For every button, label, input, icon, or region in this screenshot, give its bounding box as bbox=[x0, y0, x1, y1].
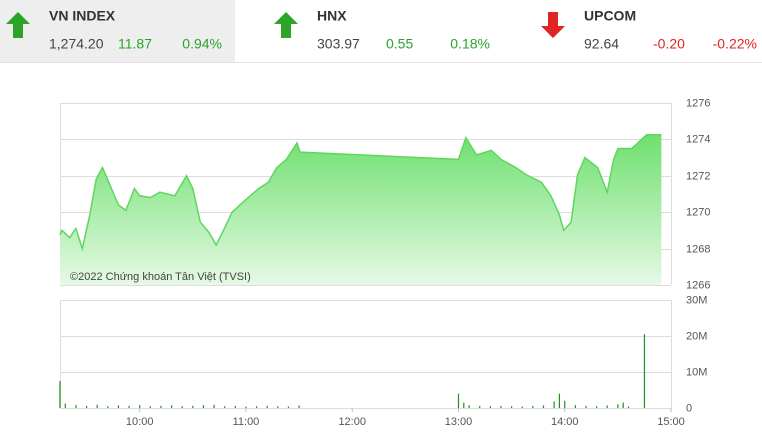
y-tick-label: 1268 bbox=[686, 243, 710, 255]
header-active-bg bbox=[0, 0, 235, 62]
volume-bar bbox=[542, 405, 545, 408]
volume-bar bbox=[192, 405, 194, 408]
volume-bar bbox=[255, 406, 258, 408]
index-name: HNX bbox=[317, 8, 347, 24]
y-tick-label: 1274 bbox=[686, 133, 710, 145]
volume-bar bbox=[479, 405, 481, 408]
index-change: 11.87 bbox=[118, 36, 152, 52]
volume-bar bbox=[627, 406, 630, 408]
volume-bar bbox=[585, 405, 587, 408]
volume-bar bbox=[596, 406, 598, 408]
index-item[interactable]: HNX 303.97 0.55 0.18% bbox=[274, 8, 490, 52]
y-tick-label: 30M bbox=[686, 294, 707, 306]
volume-bar bbox=[521, 406, 523, 408]
price-line bbox=[59, 134, 662, 252]
trend-arrow bbox=[6, 12, 30, 38]
index-item[interactable]: VN INDEX 1,274.20 11.87 0.94% bbox=[6, 8, 222, 52]
price-area bbox=[60, 134, 662, 285]
volume-bar bbox=[564, 400, 566, 408]
volume-bar bbox=[532, 405, 534, 408]
volume-bar bbox=[457, 393, 460, 408]
x-tick-label: 13:00 bbox=[445, 416, 473, 428]
volume-bar bbox=[96, 404, 98, 408]
volume-bar bbox=[643, 334, 646, 408]
volume-bar bbox=[181, 406, 183, 408]
volume-bar bbox=[489, 406, 491, 408]
volume-bar bbox=[85, 405, 88, 408]
volume-bar bbox=[107, 406, 109, 408]
index-name: UPCOM bbox=[584, 8, 636, 24]
index-value: 303.97 bbox=[317, 36, 360, 52]
volume-bar bbox=[117, 405, 120, 408]
volume-bar bbox=[170, 405, 173, 408]
trend-arrow bbox=[274, 12, 298, 38]
y-tick-label: 0 bbox=[686, 402, 692, 414]
volume-bar bbox=[277, 406, 279, 408]
volume-bar bbox=[245, 406, 247, 408]
index-item[interactable]: UPCOM 92.64 -0.20 -0.22% bbox=[541, 8, 757, 52]
x-tick-label: 15:00 bbox=[657, 416, 685, 428]
volume-bar bbox=[160, 405, 162, 408]
y-tick-label: 1276 bbox=[686, 97, 710, 109]
y-tick-label: 20M bbox=[686, 330, 707, 342]
watermark: ©2022 Chứng khoán Tân Việt (TVSI) bbox=[70, 271, 251, 283]
index-change: -0.20 bbox=[653, 36, 685, 52]
volume-bar bbox=[574, 405, 576, 408]
volume-bar bbox=[500, 405, 502, 408]
index-name: VN INDEX bbox=[49, 8, 116, 24]
volume-bar bbox=[202, 405, 205, 408]
volume-bar bbox=[468, 405, 470, 408]
volume-bar bbox=[266, 405, 268, 408]
volume-bar bbox=[149, 406, 151, 408]
volume-bar bbox=[234, 405, 236, 408]
volume-bar bbox=[617, 404, 619, 408]
index-value: 1,274.20 bbox=[49, 36, 104, 52]
index-change: 0.55 bbox=[386, 36, 413, 52]
index-percent: 0.94% bbox=[182, 36, 222, 52]
volume-bar bbox=[511, 406, 513, 408]
volume-bar bbox=[298, 405, 300, 408]
volume-bar bbox=[224, 406, 226, 408]
volume-bar bbox=[606, 405, 608, 408]
volume-bar bbox=[287, 406, 290, 408]
volume-bar bbox=[59, 381, 61, 408]
trend-arrow bbox=[541, 12, 565, 38]
y-tick-label: 10M bbox=[686, 366, 707, 378]
volume-bar bbox=[64, 403, 66, 408]
x-tick-label: 14:00 bbox=[551, 416, 579, 428]
volume-bar bbox=[558, 393, 561, 408]
volume-bar bbox=[213, 404, 215, 408]
volume-bar bbox=[139, 405, 141, 408]
y-tick-label: 1266 bbox=[686, 279, 710, 291]
volume-bar bbox=[553, 401, 555, 408]
volume-bar bbox=[463, 402, 465, 408]
x-tick-label: 10:00 bbox=[126, 416, 154, 428]
volume-bar bbox=[75, 405, 77, 408]
y-tick-label: 1272 bbox=[686, 170, 710, 182]
x-tick-label: 12:00 bbox=[338, 416, 366, 428]
index-value: 92.64 bbox=[584, 36, 619, 52]
index-percent: -0.22% bbox=[713, 36, 757, 52]
volume-bar bbox=[622, 402, 624, 408]
index-percent: 0.18% bbox=[450, 36, 490, 52]
x-tick-label: 11:00 bbox=[233, 416, 260, 428]
y-tick-label: 1270 bbox=[686, 206, 710, 218]
volume-bar bbox=[128, 405, 130, 408]
